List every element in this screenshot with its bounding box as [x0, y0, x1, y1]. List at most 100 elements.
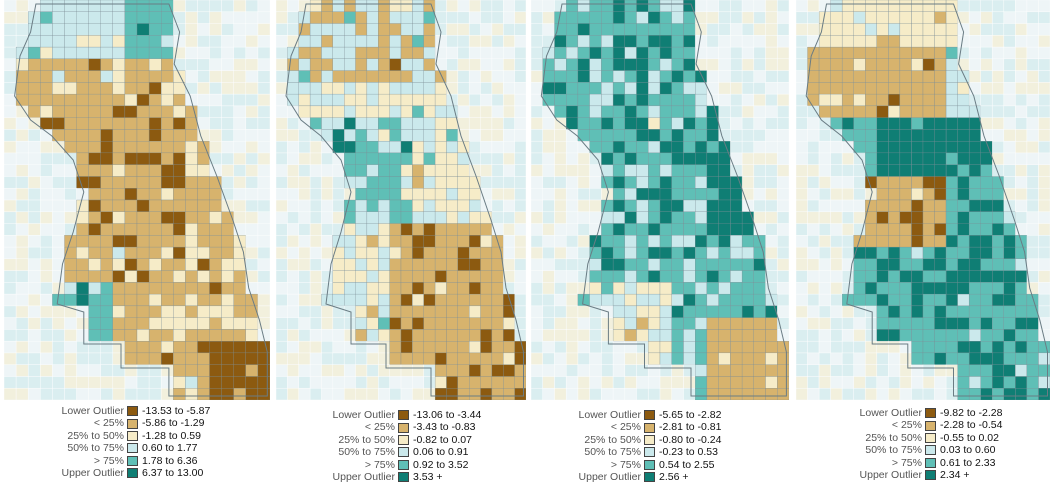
census-tract: [945, 329, 958, 342]
census-tract: [888, 152, 901, 165]
census-tract: [554, 35, 567, 48]
census-tract: [136, 223, 150, 236]
suburb-tract: [366, 364, 379, 377]
suburb-tract: [589, 340, 602, 354]
legend-swatch-lower-outlier: [925, 408, 936, 419]
suburb-tract: [531, 129, 543, 142]
census-tract: [853, 23, 866, 36]
suburb-tract: [245, 129, 259, 142]
census-tract: [718, 364, 731, 377]
suburb-tract: [612, 387, 626, 400]
legend-range: -0.82 to 0.07: [413, 434, 472, 446]
suburb-tract: [741, 129, 755, 142]
census-tract: [934, 246, 947, 260]
census-tract: [412, 235, 424, 248]
census-tract: [197, 352, 210, 365]
suburb-tract: [209, 46, 222, 60]
suburb-tract: [276, 164, 288, 177]
census-tract: [659, 341, 672, 354]
census-tract: [355, 117, 368, 130]
suburb-tract: [355, 340, 368, 354]
census-tract: [100, 305, 113, 318]
census-tract: [876, 258, 889, 271]
census-tract: [730, 176, 743, 189]
census-tract: [636, 0, 649, 12]
suburb-tract: [197, 105, 210, 118]
census-tract: [1003, 317, 1016, 330]
census-tract: [842, 82, 854, 95]
suburb-tract: [980, 82, 993, 95]
census-tract: [197, 270, 210, 283]
census-tract: [876, 329, 889, 342]
census-tract: [945, 141, 958, 154]
census-tract: [457, 211, 470, 224]
census-tract: [899, 35, 912, 48]
legend-label: < 25%: [364, 421, 395, 434]
census-tract: [209, 341, 222, 354]
census-tract: [161, 352, 174, 365]
census-tract: [934, 0, 947, 12]
census-tract: [671, 282, 684, 295]
census-tract: [257, 352, 270, 365]
suburb-tract: [1003, 176, 1016, 189]
census-tract: [842, 105, 854, 118]
suburb-tract: [112, 387, 126, 400]
legend-range: 0.92 to 3.52: [413, 458, 469, 471]
census-tract: [423, 82, 436, 95]
census-tract: [321, 82, 334, 95]
suburb-tract: [298, 305, 311, 318]
suburb-tract: [197, 93, 210, 107]
suburb-tract: [245, 176, 259, 189]
census-tract: [161, 329, 174, 342]
suburb-tract: [1003, 46, 1016, 60]
suburb-tract: [332, 340, 345, 354]
legend-label: Lower Outlier: [859, 407, 922, 419]
suburb-tract: [577, 376, 590, 389]
suburb-tract: [480, 93, 493, 107]
suburb-tract: [491, 164, 504, 177]
census-tract: [100, 246, 113, 260]
suburb-tract: [257, 105, 270, 118]
suburb-tract: [1038, 270, 1050, 283]
census-tract: [899, 305, 912, 318]
census-tract: [124, 258, 138, 271]
suburb-tract: [853, 387, 866, 400]
suburb-tract: [1015, 70, 1028, 83]
census-tract: [648, 93, 661, 107]
suburb-tract: [841, 164, 854, 177]
suburb-tract: [765, 235, 778, 248]
census-tract: [659, 82, 672, 95]
census-tract: [695, 211, 708, 224]
census-tract: [332, 258, 345, 271]
census-tract: [888, 329, 901, 342]
suburb-tract: [807, 293, 820, 307]
suburb-tract: [27, 140, 41, 154]
suburb-tract: [503, 258, 515, 271]
suburb-tract: [100, 364, 114, 377]
census-tract: [624, 329, 637, 342]
legend-label: > 75%: [93, 454, 124, 467]
census-tract: [76, 117, 89, 130]
census-tract: [695, 317, 708, 330]
census-tract: [233, 329, 246, 342]
suburb-tract: [777, 282, 789, 295]
suburb-tract: [589, 211, 602, 224]
suburb-tract: [683, 387, 696, 400]
census-tract: [695, 270, 708, 283]
census-tract: [366, 305, 379, 318]
suburb-tract: [542, 140, 555, 154]
census-tract: [957, 117, 970, 130]
census-tract: [344, 11, 356, 24]
suburb-tract: [245, 82, 259, 95]
suburb-tract: [1038, 187, 1050, 201]
census-tract: [945, 282, 958, 295]
census-tract: [888, 282, 901, 295]
suburb-tract: [276, 129, 288, 142]
suburb-tract: [276, 293, 288, 307]
census-tract: [434, 305, 447, 318]
suburb-tract: [830, 340, 843, 354]
census-tract: [446, 117, 459, 130]
suburb-tract: [15, 211, 29, 224]
suburb-tract: [807, 164, 820, 177]
census-tract: [52, 70, 65, 83]
